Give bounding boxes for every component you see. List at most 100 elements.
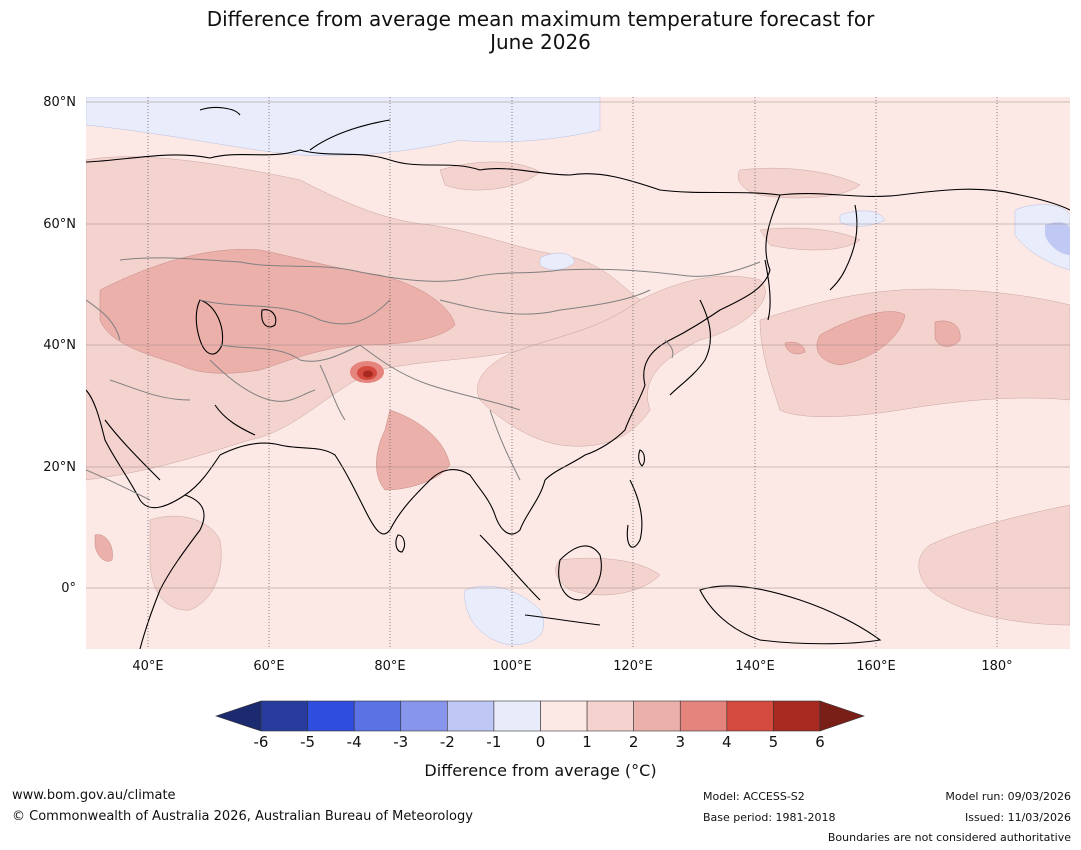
border-korea xyxy=(664,339,674,359)
colorbar-tick-label: -5 xyxy=(300,733,316,751)
footer-issued: Issued: 11/03/2026 xyxy=(964,811,1071,824)
colorbar-bin-1 xyxy=(307,700,355,732)
coast-east-asia xyxy=(544,194,781,481)
coast-arabia-africa xyxy=(86,389,221,509)
coast-caspian xyxy=(195,299,224,355)
region-pacific-north xyxy=(759,288,1070,417)
lat-label-80n: 80°N xyxy=(43,95,76,110)
lon-label-40e: 40°E xyxy=(132,659,164,674)
footer-disclaimer: Boundaries are not considered authoritat… xyxy=(827,831,1071,844)
region-pacific-band xyxy=(816,311,906,366)
anomaly-neg2-to-neg1-regions xyxy=(1045,222,1070,255)
colorbar xyxy=(215,700,865,732)
colorbar-bin-3 xyxy=(400,700,448,732)
border-africa xyxy=(86,469,151,501)
coast-japan xyxy=(669,299,711,396)
footer-model: Model: ACCESS-S2 xyxy=(703,790,805,803)
colorbar-tick-label: 5 xyxy=(768,733,779,751)
border-middle-east xyxy=(109,379,191,401)
chart-title: Difference from average mean maximum tem… xyxy=(0,8,1081,54)
hotspot-5-6 xyxy=(363,370,373,378)
lon-label-180: 180° xyxy=(981,659,1013,674)
latitude-gridlines xyxy=(86,101,1070,589)
coast-java xyxy=(524,614,601,626)
lat-label-60n: 60°N xyxy=(43,217,76,232)
region-indonesia xyxy=(555,557,661,596)
region-pacific-south xyxy=(918,504,1070,626)
anomaly-hotspot xyxy=(350,361,384,383)
colorbar-tick-label: -2 xyxy=(439,733,455,751)
coast-persian-gulf xyxy=(214,404,256,436)
border-southeast-asia xyxy=(489,409,521,481)
border-china-india xyxy=(359,344,521,411)
border-central-asia xyxy=(219,344,361,362)
border-mongolia-china xyxy=(439,289,651,315)
colorbar-tick-label: 3 xyxy=(675,733,686,751)
colorbar-bin-10 xyxy=(726,700,774,732)
region-africa-spot xyxy=(94,534,113,562)
colorbar-bin-0 xyxy=(260,700,308,732)
coast-new-guinea xyxy=(699,585,882,645)
colorbar-bin-5 xyxy=(493,700,541,732)
lat-label-20n: 20°N xyxy=(43,460,76,475)
colorbar-bin-6 xyxy=(540,700,588,732)
border-russia-south xyxy=(119,257,761,282)
coast-sumatra xyxy=(479,534,541,601)
lon-label-140e: 140°E xyxy=(735,659,775,674)
colorbar-bin-7 xyxy=(586,700,634,732)
anomaly-2-to-3-regions xyxy=(94,249,961,562)
colorbar-title: Difference from average (°C) xyxy=(424,761,657,780)
footer-copyright: © Commonwealth of Australia 2026, Austra… xyxy=(12,809,473,824)
lon-label-120e: 120°E xyxy=(613,659,653,674)
region-pacific-spot xyxy=(934,320,961,347)
coast-borneo xyxy=(558,545,602,601)
colorbar-bin-9 xyxy=(679,700,728,732)
coastlines xyxy=(86,106,1070,649)
colorbar-tick-label: -3 xyxy=(393,733,409,751)
title-line-1: Difference from average mean maximum tem… xyxy=(206,7,875,31)
border-europe xyxy=(86,299,121,341)
footer-model-run: Model run: 09/03/2026 xyxy=(945,790,1071,803)
border-india-pakistan xyxy=(319,364,346,421)
longitude-gridlines xyxy=(147,97,998,649)
coast-svalbard xyxy=(199,106,241,116)
region-arctic-barents xyxy=(86,97,601,156)
title-line-2: June 2026 xyxy=(490,30,591,54)
colorbar-bin-4 xyxy=(447,700,495,732)
lat-label-0: 0° xyxy=(61,581,76,596)
border-iran xyxy=(209,359,316,402)
country-boundaries xyxy=(86,257,761,501)
coast-africa-horn xyxy=(139,494,205,649)
colorbar-tick-label: 2 xyxy=(628,733,639,751)
coast-taiwan xyxy=(638,449,645,467)
region-java-sea xyxy=(464,585,544,646)
region-africa-east xyxy=(149,515,222,611)
coast-sri-lanka xyxy=(395,534,406,553)
map-panel xyxy=(86,97,1070,649)
colorbar-under-arrow xyxy=(215,700,262,732)
anomaly-neg1-to-0-regions xyxy=(86,97,1070,646)
coast-novaya-zemlya xyxy=(309,119,391,151)
region-okhotsk xyxy=(839,210,886,227)
colorbar-tick-label: -4 xyxy=(346,733,362,751)
region-india-east xyxy=(376,409,451,491)
lon-label-60e: 60°E xyxy=(253,659,285,674)
lat-label-40n: 40°N xyxy=(43,338,76,353)
coast-philippines xyxy=(626,479,643,548)
footer-website[interactable]: www.bom.gov.au/climate xyxy=(12,788,176,803)
coast-south-asia xyxy=(219,442,546,535)
lon-label-160e: 160°E xyxy=(856,659,896,674)
colorbar-tick-label: -6 xyxy=(253,733,269,751)
border-kazakhstan xyxy=(199,299,391,325)
region-bering xyxy=(1014,204,1070,271)
region-central-asia xyxy=(99,249,456,374)
region-baikal xyxy=(539,252,576,271)
coast-aral xyxy=(261,309,277,328)
colorbar-bin-2 xyxy=(353,700,402,732)
coast-red-sea xyxy=(104,419,161,481)
footer-base-period: Base period: 1981-2018 xyxy=(703,811,836,824)
lon-label-80e: 80°E xyxy=(374,659,406,674)
colorbar-tick-label: 6 xyxy=(815,733,825,751)
colorbar-tick-label: 1 xyxy=(582,733,592,751)
